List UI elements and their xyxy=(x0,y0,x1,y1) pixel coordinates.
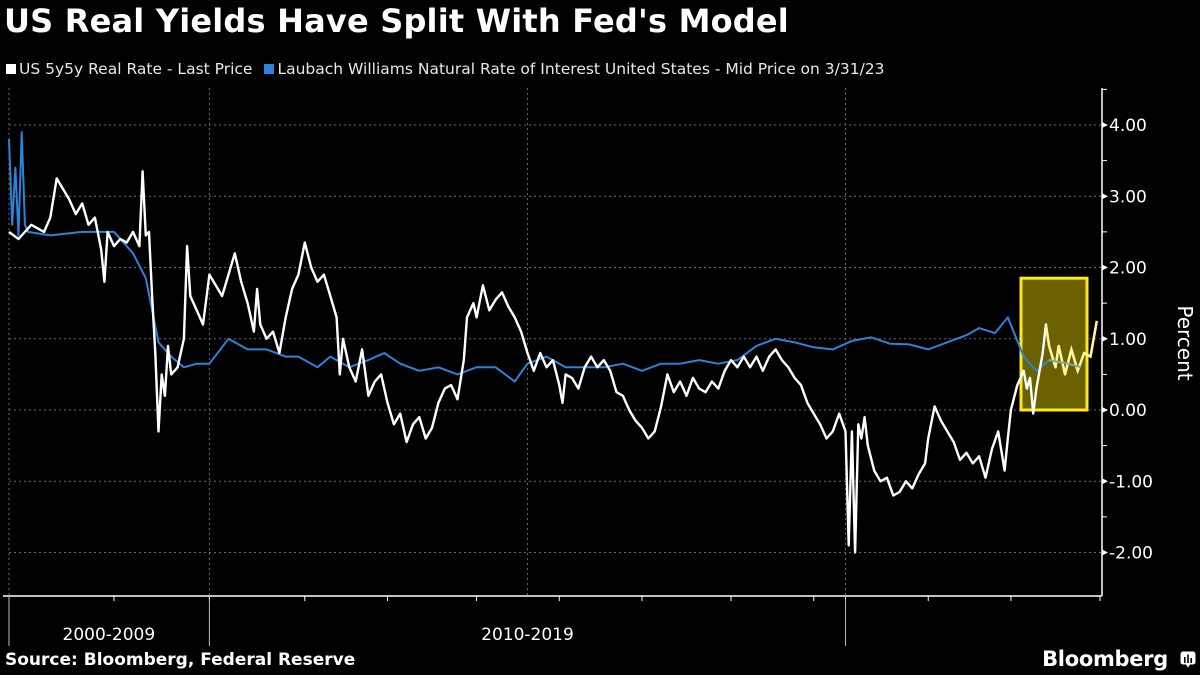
y-tick-label: 3.00 xyxy=(1109,187,1147,207)
series-line-real-rate xyxy=(8,170,1098,554)
bloomberg-chart-icon xyxy=(1180,651,1196,668)
y-tick-label: -1.00 xyxy=(1109,472,1153,492)
legend-item-natural-rate: Laubach Williams Natural Rate of Interes… xyxy=(264,60,885,78)
y-tick-label: 1.00 xyxy=(1109,330,1147,350)
y-tick-marker xyxy=(1102,478,1108,485)
legend-swatch-real-rate xyxy=(6,64,16,74)
y-tick-label: 0.00 xyxy=(1109,401,1147,421)
chart-title: US Real Yields Have Split With Fed's Mod… xyxy=(4,2,789,40)
x-category-label: 2010-2019 xyxy=(481,625,574,645)
y-tick-label: 2.00 xyxy=(1109,259,1147,279)
bloomberg-logo: Bloomberg xyxy=(1042,647,1168,671)
gridlines xyxy=(8,88,1102,596)
y-tick-marker xyxy=(1102,264,1108,271)
axes: 4.00 3.00 2.00 1.00 0.00 -1.00 -2.00 2000-2009 2… xyxy=(3,88,1153,646)
series-line-natural-rate-highlighted xyxy=(1048,359,1082,369)
source-note: Source: Bloomberg, Federal Reserve xyxy=(5,650,356,670)
legend-item-real-rate: US 5y5y Real Rate - Last Price xyxy=(6,60,252,78)
y-tick-label: 4.00 xyxy=(1109,116,1147,136)
y-tick-marker xyxy=(1102,193,1108,200)
x-category-label: 2000-2009 xyxy=(63,625,156,645)
y-tick-marker xyxy=(1102,335,1108,342)
legend-label-natural-rate: Laubach Williams Natural Rate of Interes… xyxy=(277,60,885,78)
y-tick-marker xyxy=(1102,122,1108,128)
y-tick-marker xyxy=(1102,407,1108,413)
y-axis-title: Percent xyxy=(1173,305,1197,380)
legend-swatch-natural-rate xyxy=(264,64,275,74)
y-tick-label: -2.00 xyxy=(1109,544,1153,564)
legend: US 5y5y Real Rate - Last Price Laubach W… xyxy=(6,60,885,78)
series-line-real-rate-highlighted xyxy=(1044,320,1098,375)
legend-label-real-rate: US 5y5y Real Rate - Last Price xyxy=(19,60,253,78)
series-layer xyxy=(8,131,1098,554)
series-line-natural-rate xyxy=(8,131,1082,383)
y-tick-marker xyxy=(1102,549,1108,556)
